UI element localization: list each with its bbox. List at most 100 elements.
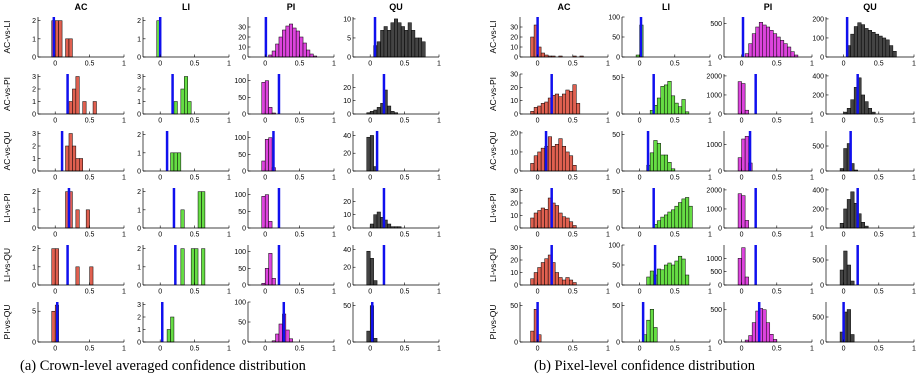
- histogram-bar: [51, 248, 56, 286]
- x-tick-label: 1: [606, 175, 610, 182]
- panel-b-3-qu: 0 200 400 0 0.5 1: [812, 187, 916, 238]
- y-tick-label: 50: [238, 152, 246, 159]
- y-tick-label: 0: [242, 283, 246, 290]
- x-tick-label: 1: [227, 346, 231, 353]
- y-tick-label: 100: [812, 35, 824, 42]
- x-tick-label: 0: [842, 289, 846, 296]
- x-tick-label: 0: [53, 289, 57, 296]
- y-tick-label: 1: [32, 207, 36, 214]
- histogram-bar: [369, 258, 374, 286]
- x-tick-label: 0.5: [772, 61, 782, 68]
- histogram-bar: [850, 33, 855, 58]
- histogram-bar: [674, 102, 679, 115]
- y-tick-label: 10: [343, 16, 351, 23]
- x-tick-label: 1: [122, 289, 126, 296]
- histogram-bar: [75, 209, 80, 229]
- histogram-bar: [741, 83, 746, 115]
- y-tick-label: 100: [608, 243, 620, 250]
- x-tick-label: 1: [810, 118, 814, 125]
- histogram-bar: [660, 154, 665, 172]
- x-tick-label: 0.5: [400, 61, 410, 68]
- x-tick-label: 0.5: [874, 232, 884, 239]
- x-tick-label: 1: [437, 289, 441, 296]
- histogram-bar: [741, 195, 746, 229]
- x-tick-label: 0: [536, 232, 540, 239]
- y-tick-label: 0: [242, 55, 246, 62]
- histogram-bar: [264, 268, 269, 286]
- y-tick-label: 1: [137, 36, 141, 43]
- y-tick-label: 50: [612, 75, 620, 82]
- histogram-bar: [366, 330, 371, 343]
- histogram-bar: [671, 209, 676, 229]
- x-tick-label: 0.5: [670, 118, 680, 125]
- histogram-bar: [649, 309, 654, 343]
- x-tick-label: 0.5: [772, 289, 782, 296]
- histogram-bar: [275, 333, 280, 343]
- histogram-bar: [569, 221, 574, 229]
- histogram-bar: [302, 42, 307, 58]
- histogram-bar: [390, 111, 395, 115]
- panel-b-4-ac: 0 10 20 30 0 0.5 1: [510, 245, 610, 296]
- histogram-bar: [530, 330, 535, 343]
- histogram-bar: [404, 30, 409, 58]
- histogram-bar: [268, 253, 273, 286]
- panel-a-4-pi: 0 50 100 0 0.5 1: [234, 245, 336, 296]
- histogram-bar: [68, 133, 73, 172]
- x-tick-label: 1: [810, 232, 814, 239]
- histogram-bar: [533, 155, 538, 172]
- x-tick-label: 1: [437, 232, 441, 239]
- histogram-bar: [278, 36, 283, 58]
- column-title-qu: QU: [863, 2, 877, 12]
- x-tick-label: 0.5: [295, 232, 305, 239]
- histogram-bar: [737, 258, 742, 286]
- y-tick-label: 3: [32, 74, 36, 81]
- y-tick-label: 50: [238, 209, 246, 216]
- y-tick-label: 10: [343, 212, 351, 219]
- panel-b-0-pi: 0 500 0 0.5 1: [710, 17, 814, 68]
- y-tick-label: 20: [238, 35, 246, 42]
- x-tick-label: 1: [912, 175, 916, 182]
- y-tick-label: 1: [32, 99, 36, 106]
- x-tick-label: 1: [606, 61, 610, 68]
- x-tick-label: 1: [810, 346, 814, 353]
- histogram-bar: [383, 26, 388, 58]
- x-tick-label: 1: [437, 118, 441, 125]
- y-tick-label: 0: [514, 340, 518, 347]
- x-tick-label: 0: [842, 232, 846, 239]
- panel-b-2-pi: 0 1000 0 0.5 1: [706, 131, 814, 182]
- row-label-pi-vs-qu: PI-vs-QU: [2, 305, 12, 340]
- column-title-pi: PI: [287, 2, 296, 12]
- histogram-bar: [783, 43, 788, 58]
- x-tick-label: 1: [708, 61, 712, 68]
- y-tick-label: 200: [812, 206, 824, 213]
- histogram-bar: [572, 165, 577, 172]
- x-tick-label: 1: [227, 118, 231, 125]
- y-tick-label: 0: [32, 169, 36, 176]
- panel-a-0-pi: 0 10 20 30 0 0.5 1: [238, 17, 336, 68]
- histogram-bar: [561, 279, 567, 286]
- y-tick-label: 1: [32, 36, 36, 43]
- histogram-bar: [292, 27, 297, 58]
- histogram-bar: [369, 223, 374, 229]
- y-tick-label: 200: [812, 92, 824, 99]
- histogram-bar: [51, 310, 56, 343]
- y-tick-label: 0: [514, 226, 518, 233]
- x-tick-label: 0: [536, 118, 540, 125]
- panel-b-5-ac: 0 50 0 0.5 1: [510, 302, 610, 353]
- histogram-bar: [180, 248, 185, 286]
- histogram-bar: [678, 106, 683, 115]
- x-tick-label: 0.5: [670, 289, 680, 296]
- histogram-bar: [882, 37, 887, 58]
- x-tick-label: 0: [368, 346, 372, 353]
- x-tick-label: 0: [638, 118, 642, 125]
- histogram-bar: [653, 140, 658, 172]
- y-tick-label: 0: [137, 226, 141, 233]
- histogram-bar: [572, 225, 577, 229]
- x-tick-label: 1: [227, 61, 231, 68]
- x-tick-label: 0: [368, 289, 372, 296]
- x-tick-label: 0: [53, 175, 57, 182]
- histogram-bar: [271, 50, 276, 58]
- y-tick-label: 0: [616, 112, 620, 119]
- x-tick-label: 1: [708, 346, 712, 353]
